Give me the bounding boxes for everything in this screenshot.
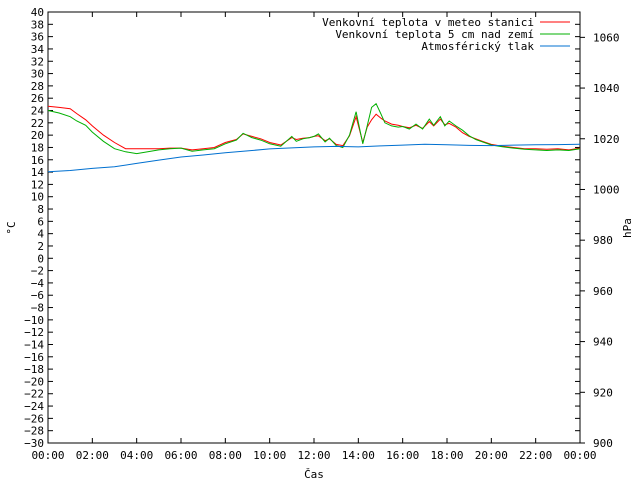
y2-tick-label: 980 (593, 234, 613, 247)
right-y-axis: 900 920 940 960 980 1000 1020 1040 1060 (580, 31, 620, 450)
x-axis: 00:00 02:00 04:00 06:00 08:00 10:00 12:00 14:00… (31, 12, 597, 462)
y-tick-label: −2 (31, 265, 44, 278)
series-line-2 (47, 143, 581, 173)
y2-tick-label: 1040 (593, 82, 620, 95)
x-tick-label: 02:00 (76, 449, 109, 462)
x-tick-label: 00:00 (31, 449, 64, 462)
y-tick-label: −28 (24, 425, 44, 438)
y-tick-label: 2 (37, 240, 44, 253)
left-y-axis: −30−28−26−24−22−20−18−16−14−12−10−8−6−4−… (24, 6, 580, 450)
y-tick-label: 6 (37, 215, 44, 228)
y-tick-label: −26 (24, 412, 44, 425)
x-tick-label: 20:00 (475, 449, 508, 462)
y2-tick-label: 1000 (593, 183, 620, 196)
x-tick-label: 14:00 (342, 449, 375, 462)
y-tick-label: −24 (24, 400, 44, 413)
y-tick-label: −16 (24, 351, 44, 364)
series-line-0 (47, 105, 581, 151)
series-layer (47, 102, 581, 173)
y-tick-label: 10 (31, 191, 44, 204)
x-tick-label: 18:00 (430, 449, 463, 462)
x-tick-label: 08:00 (209, 449, 242, 462)
y-tick-label: 30 (31, 68, 44, 81)
y2-tick-label: 920 (593, 386, 613, 399)
series-line-1 (47, 102, 581, 155)
y-tick-label: 20 (31, 129, 44, 142)
legend-label: Venkovní teplota 5 cm nad zemí (335, 28, 534, 41)
y-tick-label: −14 (24, 338, 44, 351)
y-tick-label: 36 (31, 31, 44, 44)
y-tick-label: −10 (24, 314, 44, 327)
y-tick-label: −6 (31, 289, 44, 302)
y-tick-label: 40 (31, 6, 44, 19)
y-tick-label: 28 (31, 80, 44, 93)
y-tick-label: 26 (31, 92, 44, 105)
y-tick-label: 18 (31, 141, 44, 154)
x-tick-label: 16:00 (386, 449, 419, 462)
y2-tick-label: 960 (593, 285, 613, 298)
y-tick-label: 12 (31, 178, 44, 191)
y-tick-label: 8 (37, 203, 44, 216)
legend-label: Venkovní teplota v meteo stanici (322, 16, 534, 29)
y2-tick-label: 940 (593, 336, 613, 349)
y-tick-label: −20 (24, 375, 44, 388)
x-tick-label: 12:00 (297, 449, 330, 462)
y-tick-label: −18 (24, 363, 44, 376)
y-tick-label: −22 (24, 388, 44, 401)
y-tick-label: −8 (31, 302, 44, 315)
x-tick-label: 22:00 (519, 449, 552, 462)
legend: Venkovní teplota v meteo staniciVenkovní… (322, 16, 570, 53)
y-tick-label: 32 (31, 55, 44, 68)
y2-tick-label: 1060 (593, 31, 620, 44)
y-tick-label: −4 (31, 277, 45, 290)
y-tick-label: −30 (24, 437, 44, 450)
x-tick-label: 00:00 (563, 449, 596, 462)
x-axis-title: Čas (304, 468, 324, 480)
y-tick-label: 4 (37, 228, 44, 241)
x-tick-label: 06:00 (164, 449, 197, 462)
y2-tick-label: 1020 (593, 133, 620, 146)
plot-frame (47, 11, 581, 444)
y-tick-label: 24 (31, 105, 45, 118)
y-tick-label: 14 (31, 166, 45, 179)
y-tick-label: 22 (31, 117, 44, 130)
y-tick-label: −12 (24, 326, 44, 339)
y-tick-label: 16 (31, 154, 44, 167)
y2-axis-title: hPa (621, 218, 634, 238)
x-tick-label: 04:00 (120, 449, 153, 462)
legend-label: Atmosférický tlak (421, 40, 534, 53)
y-tick-label: 38 (31, 18, 44, 31)
y-tick-label: 0 (37, 252, 44, 265)
y-axis-title: °C (5, 221, 18, 234)
x-tick-label: 10:00 (253, 449, 286, 462)
y2-tick-label: 900 (593, 437, 613, 450)
y-tick-label: 34 (31, 43, 45, 56)
